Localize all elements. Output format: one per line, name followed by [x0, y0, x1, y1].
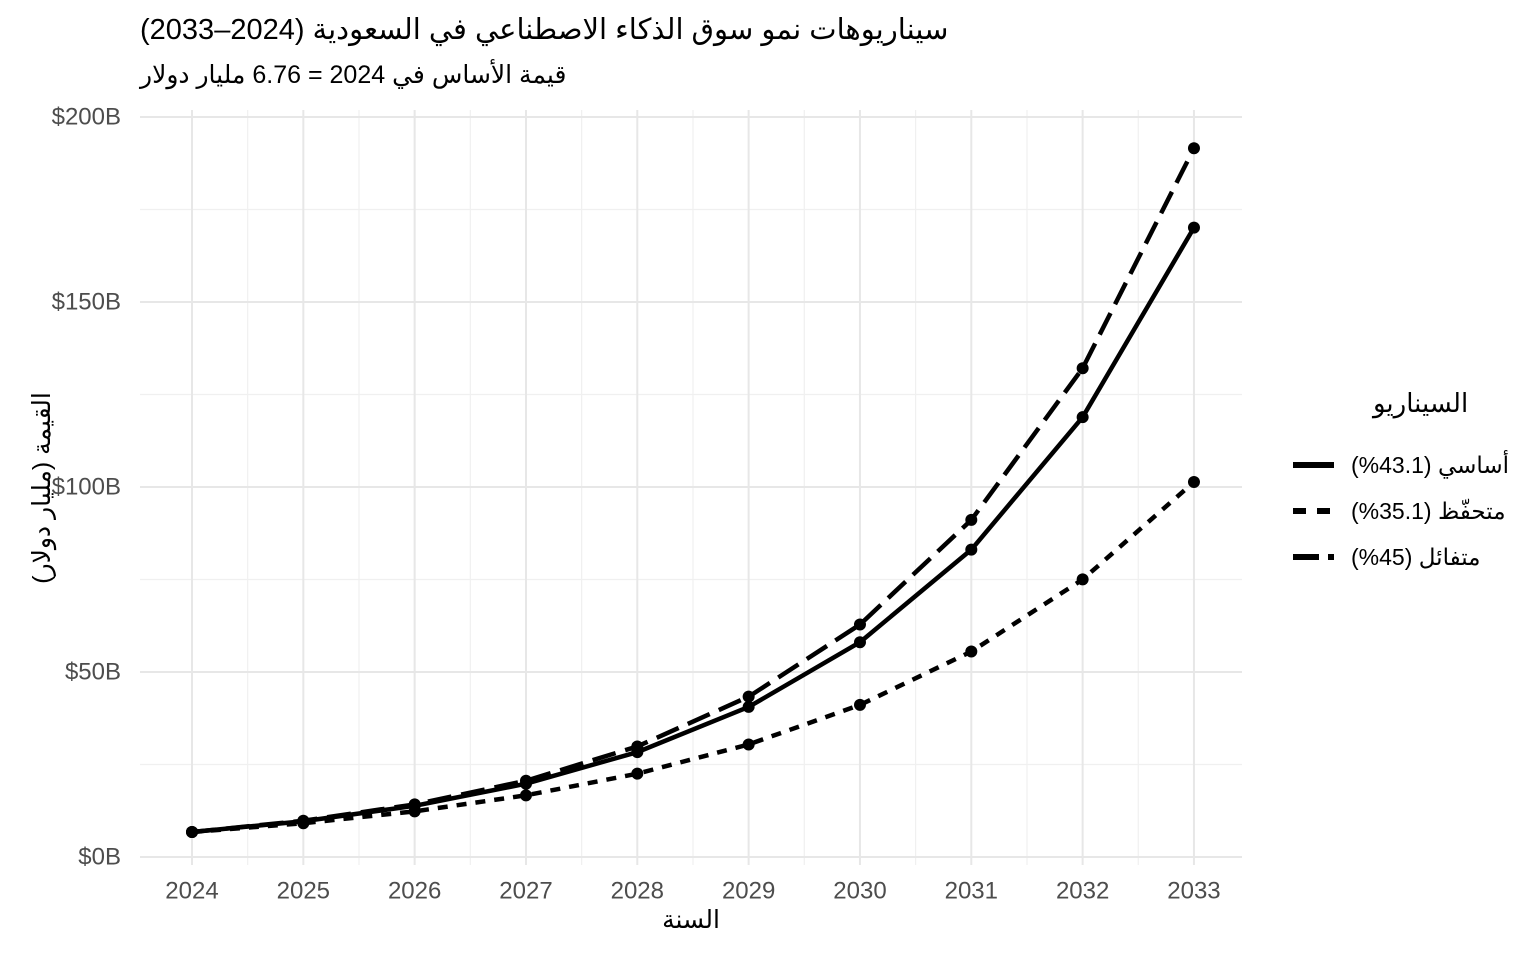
chart-subtitle: قيمة الأساس في 2024 = 6.76 مليار دولار: [140, 61, 567, 89]
x-tick-label: 2030: [833, 878, 886, 905]
data-point: [853, 636, 866, 649]
legend-item-optimistic: متفائل (45%): [1288, 534, 1518, 580]
legend-item-baseline: أساسي (43.1%): [1288, 442, 1518, 488]
legend-item-conservative: متحفّظ (35.1%): [1288, 488, 1518, 534]
data-point: [519, 789, 532, 802]
x-axis-title: السنة: [662, 906, 720, 934]
data-point: [853, 618, 866, 631]
data-point: [519, 774, 532, 787]
data-point: [742, 690, 755, 703]
x-tick-label: 2033: [1167, 878, 1220, 905]
series-line-2: [191, 147, 1196, 835]
data-point: [853, 698, 866, 711]
grid-major: [140, 110, 1242, 865]
data-point: [408, 798, 421, 811]
x-tick-label: 2026: [388, 878, 441, 905]
data-point: [631, 740, 644, 753]
y-tick-label: $100B: [52, 474, 121, 501]
data-point: [631, 767, 644, 780]
legend-label-baseline: أساسي (43.1%): [1351, 451, 1510, 478]
data-point: [742, 738, 755, 751]
data-point: [1187, 221, 1200, 234]
data-point: [1187, 142, 1200, 155]
legend-label-conservative: متحفّظ (35.1%): [1351, 497, 1506, 524]
solid-line-key-icon: [1293, 462, 1334, 468]
dashed-line-key-icon: [1293, 508, 1334, 514]
y-tick-label: $150B: [52, 289, 121, 316]
x-tick-label: 2031: [945, 878, 998, 905]
data-point: [965, 645, 978, 658]
data-point: [186, 825, 198, 838]
x-tick-label: 2029: [722, 878, 775, 905]
data-point: [742, 700, 755, 713]
series-line-0: [191, 226, 1196, 835]
chart-title: سيناريوهات نمو سوق الذكاء الاصطناعي في ا…: [140, 14, 949, 46]
legend-items: أساسي (43.1%) متحفّظ (35.1%) متفائل (45%…: [1288, 442, 1518, 580]
x-tick-label: 2025: [277, 878, 330, 905]
x-tick-label: 2032: [1056, 878, 1109, 905]
x-axis-tick-labels: 2024 2025 2026 2027 2028 2029 2030 2031 2032 2033: [165, 878, 1220, 905]
x-tick-label: 2028: [611, 878, 664, 905]
y-tick-label: $0B: [78, 844, 121, 871]
y-tick-label: $200B: [52, 104, 121, 131]
data-point: [1187, 475, 1200, 488]
y-axis-tick-labels: $0B $50B $100B $150B $200B: [52, 104, 121, 871]
longdash-line-key-icon: [1293, 554, 1334, 560]
x-tick-label: 2027: [499, 878, 552, 905]
x-tick-label: 2024: [165, 878, 218, 905]
series-lines: [191, 147, 1196, 835]
data-point: [965, 513, 978, 526]
data-point: [1076, 362, 1089, 375]
y-tick-label: $50B: [65, 659, 121, 686]
series-points: [186, 142, 1200, 838]
data-point: [1076, 411, 1089, 424]
data-point: [297, 814, 310, 827]
data-point: [1076, 573, 1089, 586]
legend-label-optimistic: متفائل (45%): [1351, 543, 1481, 570]
y-axis-title: القيمة (مليار دولار): [28, 392, 56, 584]
legend: السيناريو أساسي (43.1%) متحفّظ (35.1%) م…: [1288, 385, 1518, 580]
legend-title: السيناريو: [1373, 388, 1469, 418]
data-point: [965, 543, 978, 556]
